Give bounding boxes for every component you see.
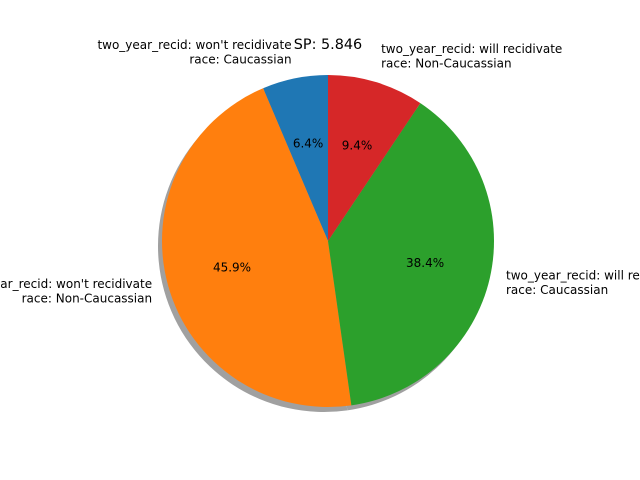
slice-label-line-2: race: Non-Caucassian (22, 292, 152, 306)
pie-slices (161, 75, 494, 408)
slice-label-line-2: race: Caucassian (506, 283, 608, 297)
slice-percent-labels: 6.4% 45.9% 38.4% 9.4% (213, 136, 444, 274)
slice-category-labels: two_year_recid: won't recidivate race: Ca… (0, 38, 640, 306)
pie-slice-2 (161, 88, 352, 408)
slice-label-line-1: two_year_recid: will recidivate (506, 269, 640, 283)
slice-label-line-2: race: Caucassian (189, 53, 291, 67)
slice-category-label: two_year_recid: will recidivate race: Non… (381, 42, 562, 70)
slice-label-line-2: race: Non-Caucassian (381, 57, 511, 71)
slice-label-line-1: two_year_recid: won't recidivate (97, 38, 291, 52)
pie-slice-1 (263, 75, 328, 241)
slice-percent-label: 45.9% (213, 261, 251, 275)
slice-category-label: two_year_recid: won't recidivate race: Ca… (97, 38, 291, 67)
pie-slice-3 (328, 103, 494, 406)
slice-label-line-1: two_year_recid: won't recidivate (0, 277, 152, 291)
slice-percent-label: 38.4% (406, 256, 444, 270)
slice-label-line-1: two_year_recid: will recidivate (381, 42, 562, 56)
pie-slice-4 (328, 75, 421, 241)
chart-title: SP: 5.846 (294, 37, 362, 53)
slice-percent-label: 6.4% (293, 136, 324, 150)
slice-percent-label: 9.4% (342, 139, 373, 153)
